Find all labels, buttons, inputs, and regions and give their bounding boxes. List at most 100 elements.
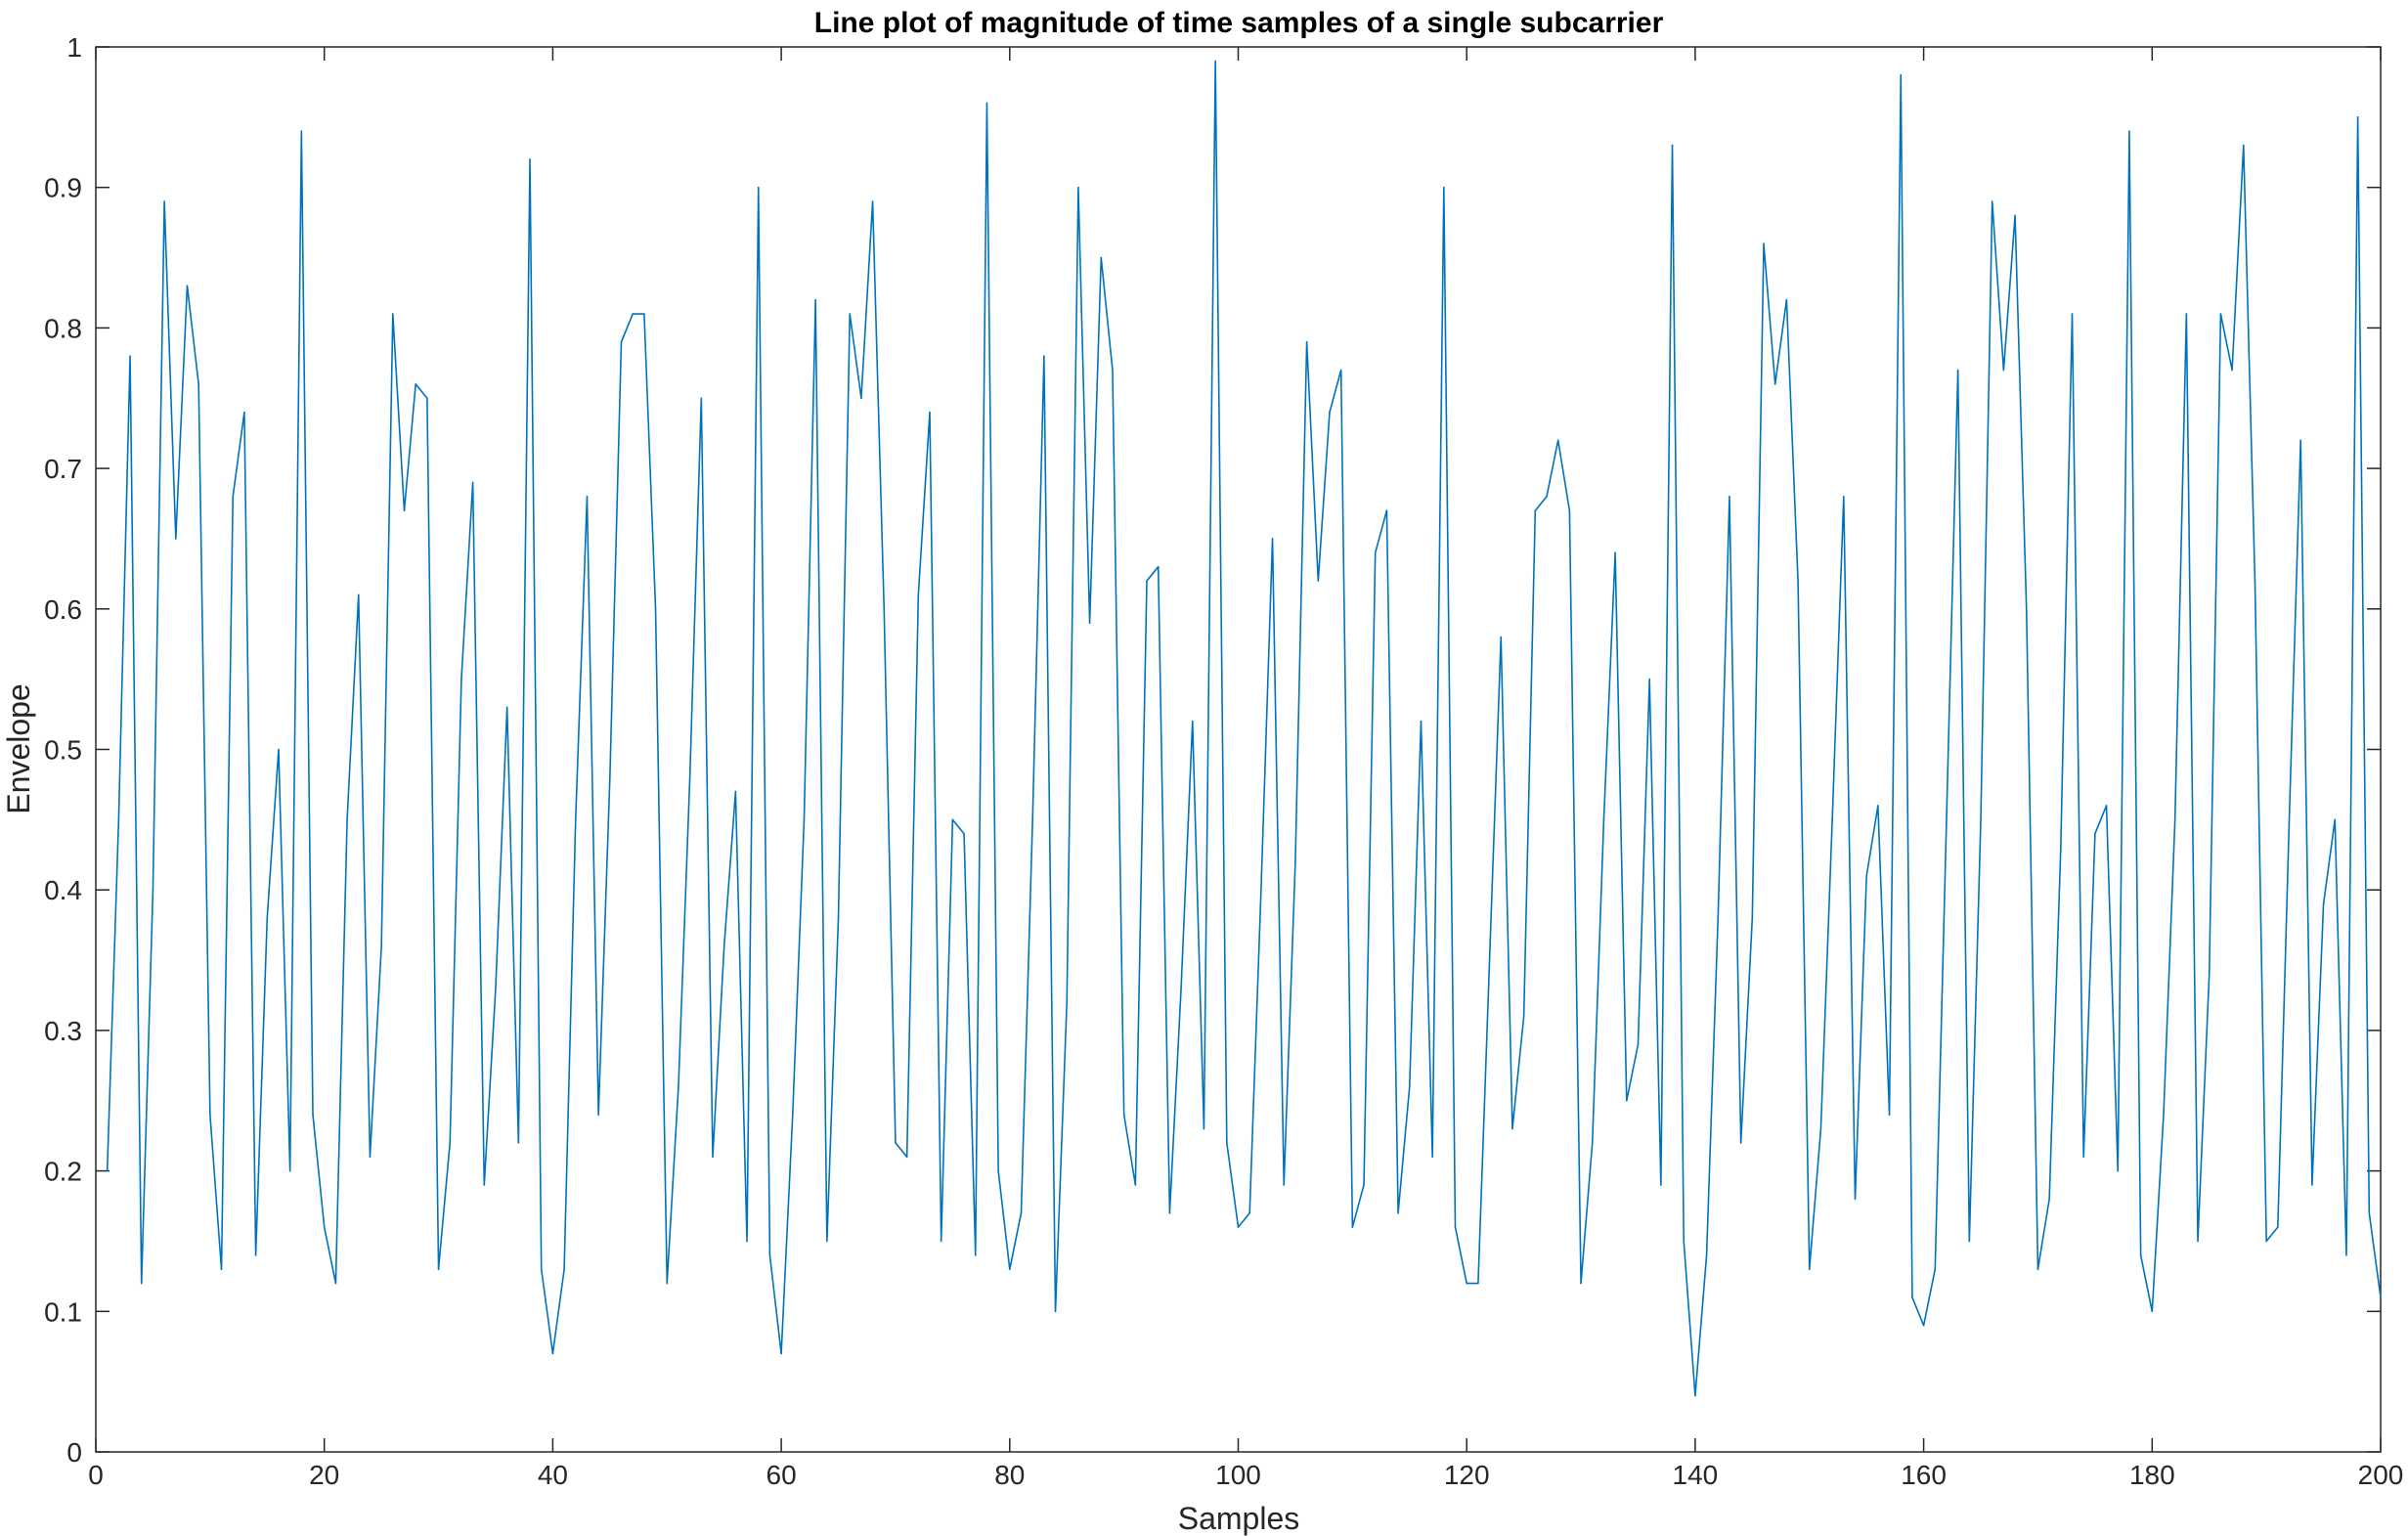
data-point xyxy=(243,411,245,414)
data-point xyxy=(2048,1198,2050,1201)
data-point xyxy=(2163,1114,2165,1116)
data-point xyxy=(209,1114,211,1116)
data-point xyxy=(1556,439,1559,442)
y-tick-label: 1 xyxy=(66,32,82,63)
data-point xyxy=(1112,369,1114,372)
data-point xyxy=(1968,1240,1971,1243)
data-point xyxy=(1739,1142,1742,1144)
data-point xyxy=(1865,875,1867,877)
y-axis: 0 0.1 0.2 0.3 0.4 0.5 0.6 0.7 0.8 0.9 1 xyxy=(44,32,2381,1468)
data-point xyxy=(1808,1268,1811,1270)
data-point xyxy=(2151,1310,2154,1313)
data-point xyxy=(175,538,177,540)
data-point xyxy=(597,1114,599,1116)
data-point xyxy=(2197,1240,2199,1243)
data-point xyxy=(1522,1015,1525,1018)
data-point xyxy=(2094,832,2096,835)
data-point xyxy=(1351,1226,1354,1228)
data-point xyxy=(895,1142,897,1144)
data-point xyxy=(415,383,416,385)
data-point xyxy=(346,818,348,821)
data-point xyxy=(1466,1282,1467,1285)
data-point xyxy=(1694,1394,1696,1397)
data-point xyxy=(1077,186,1079,189)
data-point xyxy=(1705,1254,1708,1256)
data-point xyxy=(2014,214,2016,217)
data-point xyxy=(437,1268,440,1270)
data-point xyxy=(1031,818,1033,821)
data-point xyxy=(1477,1282,1479,1285)
data-point xyxy=(837,917,840,919)
data-point xyxy=(1956,369,1959,372)
data-point xyxy=(1546,496,1548,498)
data-point xyxy=(551,1352,554,1355)
y-tick-label: 0.5 xyxy=(44,735,82,766)
data-point xyxy=(1226,1142,1228,1144)
data-point xyxy=(2025,608,2028,610)
data-point xyxy=(826,1240,828,1243)
x-axis: 0 20 40 60 80 100 120 140 160 180 200 xyxy=(88,47,2403,1490)
data-point xyxy=(403,509,406,512)
data-point xyxy=(357,593,360,596)
data-point xyxy=(1568,509,1571,512)
data-point xyxy=(1363,1184,1365,1186)
data-point xyxy=(2356,116,2359,118)
data-point xyxy=(2368,1211,2371,1214)
data-point xyxy=(2173,818,2176,821)
data-point xyxy=(917,593,920,596)
data-point xyxy=(574,818,577,821)
data-point xyxy=(2242,144,2245,147)
x-tick-label: 0 xyxy=(88,1460,104,1490)
data-point xyxy=(871,200,874,202)
data-point xyxy=(1900,73,1903,76)
data-point xyxy=(380,944,382,947)
data-point xyxy=(334,1282,337,1285)
data-point xyxy=(712,1156,714,1159)
data-point xyxy=(963,832,965,835)
data-point xyxy=(1785,298,1788,301)
y-tick-label: 0.3 xyxy=(44,1016,82,1046)
y-tick-label: 0.6 xyxy=(44,594,82,625)
data-point xyxy=(1420,720,1423,723)
data-point xyxy=(1660,1184,1662,1186)
data-point xyxy=(1203,1127,1205,1130)
data-point xyxy=(471,481,474,484)
data-point xyxy=(529,158,531,160)
data-point xyxy=(1580,1282,1582,1285)
data-point xyxy=(392,313,394,315)
data-point xyxy=(2139,1254,2142,1256)
data-point xyxy=(951,818,954,821)
data-point xyxy=(1374,551,1377,554)
y-tick-label: 0.8 xyxy=(44,313,82,343)
data-point xyxy=(129,355,131,357)
data-point xyxy=(152,889,154,891)
y-tick-label: 0.4 xyxy=(44,875,82,905)
x-tick-label: 180 xyxy=(2129,1460,2175,1490)
data-point xyxy=(678,1085,679,1088)
data-point xyxy=(2265,1240,2267,1243)
data-point xyxy=(1648,678,1650,680)
data-point xyxy=(1602,818,1605,821)
data-point xyxy=(197,383,199,385)
data-point xyxy=(1271,538,1274,540)
data-point xyxy=(2219,313,2222,315)
data-point xyxy=(1237,1226,1240,1228)
data-point xyxy=(1294,860,1296,863)
y-tick-label: 0.2 xyxy=(44,1157,82,1187)
data-point xyxy=(1591,1142,1594,1144)
data-point xyxy=(803,818,806,821)
data-point xyxy=(323,1226,326,1228)
data-point xyxy=(620,340,623,343)
data-point xyxy=(1020,1211,1023,1214)
data-point xyxy=(2334,818,2337,821)
data-point xyxy=(2036,1268,2039,1270)
data-point xyxy=(974,1254,977,1256)
data-point xyxy=(2071,313,2074,315)
data-point xyxy=(1625,1099,1628,1102)
data-point xyxy=(266,917,269,919)
data-point xyxy=(1146,580,1148,582)
data-point xyxy=(1488,959,1491,961)
y-tick-label: 0 xyxy=(66,1437,82,1468)
data-point xyxy=(1934,1268,1937,1270)
